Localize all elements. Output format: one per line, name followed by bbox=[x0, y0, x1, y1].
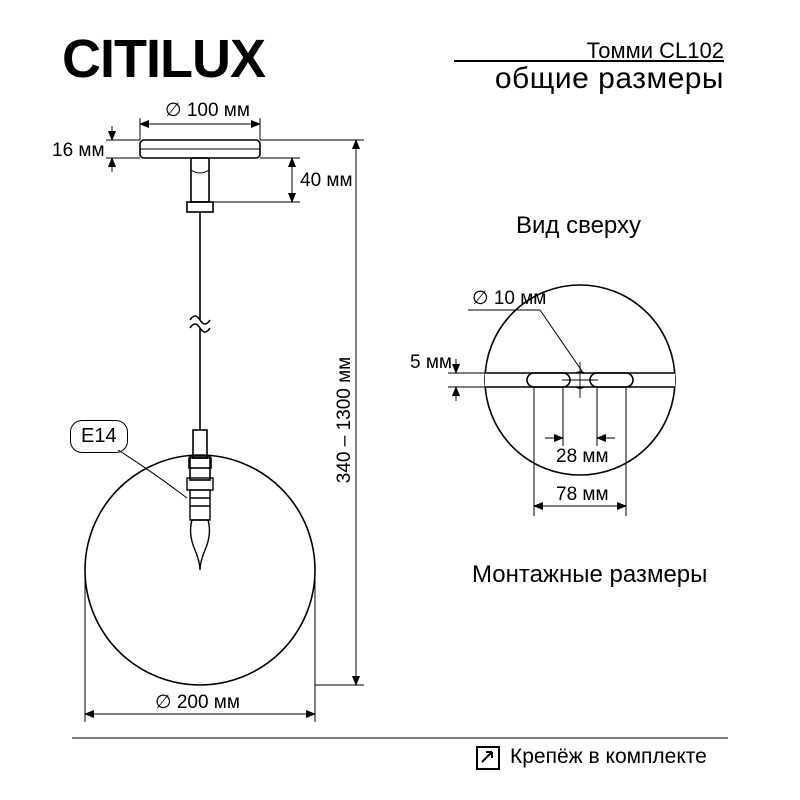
slot-inner-label: 28 мм bbox=[556, 446, 609, 467]
slot-outer-label: 78 мм bbox=[556, 484, 609, 505]
stem-top-label: 40 мм bbox=[300, 170, 353, 191]
canopy-dia-label: ∅ 100 мм bbox=[165, 100, 250, 121]
footer-note: Крепёж в комплекте bbox=[510, 745, 707, 769]
side-view-drawing bbox=[85, 140, 315, 685]
canopy-h-label: 16 мм bbox=[52, 140, 105, 161]
globe-dia-label: ∅ 200 мм bbox=[155, 692, 240, 713]
drawing-canvas: ∅ 100 мм 16 мм 40 мм 340 – 1300 мм ∅ 200… bbox=[0, 0, 800, 800]
side-view-dimensions bbox=[85, 118, 364, 722]
mounting-dims-title: Монтажные размеры bbox=[472, 561, 707, 588]
hole-dia-label: ∅ 10 мм bbox=[472, 288, 546, 309]
top-view-dim-labels: ∅ 10 мм 5 мм 28 мм 78 мм bbox=[410, 288, 609, 505]
fasteners-included-icon bbox=[475, 745, 501, 771]
slot-h-label: 5 мм bbox=[410, 352, 452, 373]
total-h-label: 340 – 1300 мм bbox=[334, 357, 355, 484]
top-view-title: Вид сверху bbox=[516, 212, 641, 239]
